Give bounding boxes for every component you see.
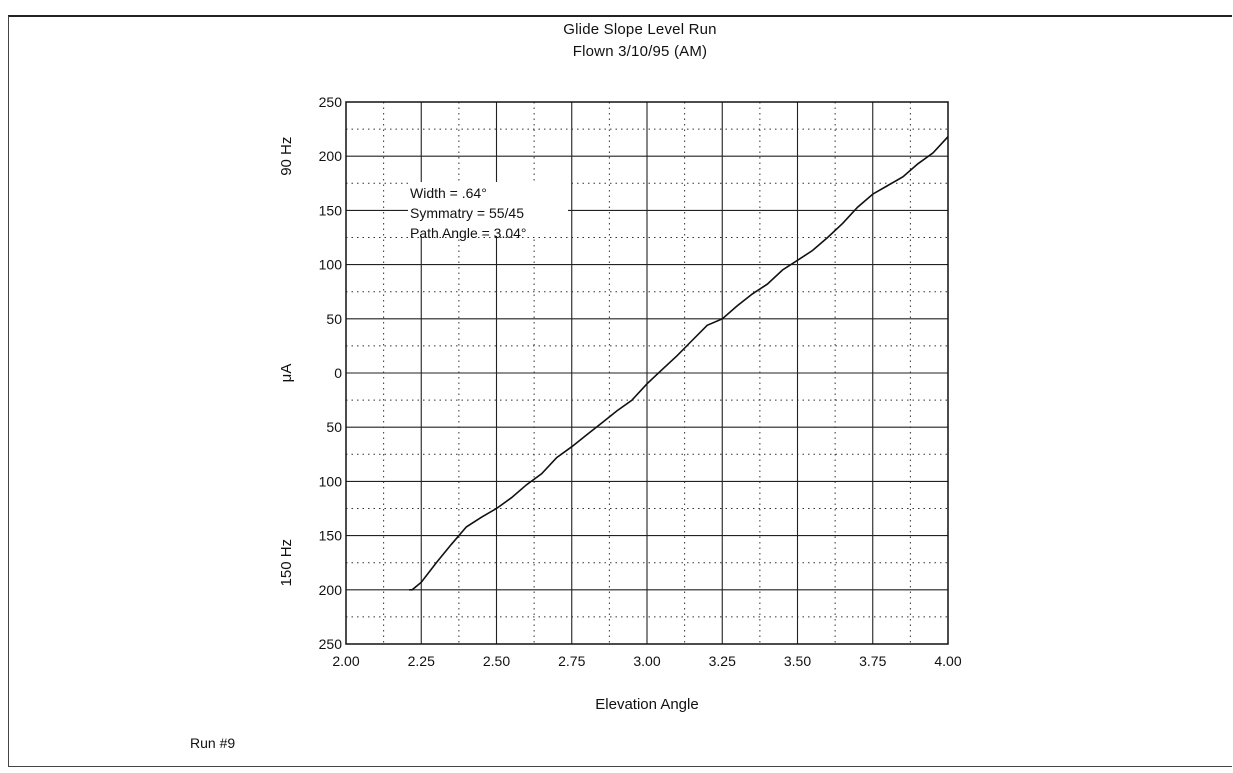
y-axis-label: μA	[278, 364, 295, 383]
y-axis-ticks: 250 200 150 100 50 0 50 100 150 200 250	[319, 94, 343, 652]
x-tick-label: 2.00	[332, 653, 359, 669]
annotation-box: Width = .64° Symmatry = 55/45 Path Angle…	[408, 182, 568, 241]
annotation-background	[408, 182, 568, 236]
y-tick-label: 100	[319, 257, 343, 273]
y-tick-label: 100	[319, 473, 343, 489]
x-tick-label: 3.50	[784, 653, 811, 669]
x-tick-label: 3.00	[633, 653, 660, 669]
annotation-symmetry: Symmatry = 55/45	[410, 205, 524, 221]
x-tick-label: 4.00	[934, 653, 961, 669]
y-tick-label: 200	[319, 148, 343, 164]
y-tick-label: 250	[319, 94, 343, 110]
y-tick-label: 150	[319, 202, 343, 218]
y-axis-label-90hz: 90 Hz	[278, 137, 295, 176]
y-tick-label: 200	[319, 582, 343, 598]
series-line	[409, 136, 949, 591]
chart-frame	[8, 15, 1232, 767]
annotation-width: Width = .64°	[410, 185, 487, 201]
plot-area	[345, 101, 949, 645]
x-tick-label: 2.50	[483, 653, 510, 669]
y-tick-label: 50	[326, 311, 342, 327]
x-axis-ticks: 2.00 2.25 2.50 2.75 3.00 3.25 3.50 3.75 4.00	[332, 653, 961, 669]
x-tick-label: 3.75	[859, 653, 886, 669]
y-axis-label-150hz: 150 Hz	[278, 539, 295, 587]
y-tick-label: 0	[334, 365, 342, 381]
y-tick-label: 50	[326, 419, 342, 435]
chart-title: Glide Slope Level Run	[563, 21, 717, 38]
chart-subtitle: Flown 3/10/95 (AM)	[572, 43, 708, 60]
x-tick-label: 2.25	[408, 653, 435, 669]
y-tick-label: 150	[319, 528, 343, 544]
run-label: Run #9	[190, 735, 236, 751]
x-tick-label: 3.25	[709, 653, 736, 669]
x-axis-label: Elevation Angle	[595, 696, 698, 713]
annotation-path-angle: Path Angle = 3.04°	[410, 225, 527, 241]
y-tick-label: 250	[319, 636, 343, 652]
x-tick-label: 2.75	[558, 653, 585, 669]
